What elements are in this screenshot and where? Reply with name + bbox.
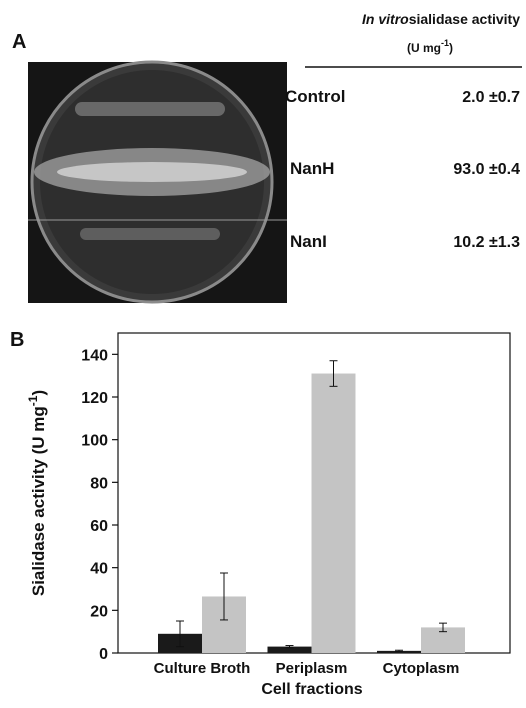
y-axis-title: Sialidase activity (U mg-1) xyxy=(26,390,48,596)
x-tick-label: Culture Broth xyxy=(154,660,251,677)
panel-label: B xyxy=(10,329,24,351)
row-label: NanI xyxy=(290,232,327,251)
panel-label: A xyxy=(12,31,26,53)
unit-end: ) xyxy=(449,41,453,55)
unit-sup: -1 xyxy=(441,38,449,48)
table-unit: (U mg-1) xyxy=(407,38,453,55)
row-value: 10.2 ±1.3 xyxy=(453,234,520,251)
y-label-end: ) xyxy=(29,390,48,396)
y-tick-label: 0 xyxy=(99,646,108,663)
y-tick-label: 100 xyxy=(81,433,108,450)
y-tick-label: 140 xyxy=(81,347,108,364)
x-axis-title: Cell fractions xyxy=(261,681,362,698)
row-value: 93.0 ±0.4 xyxy=(453,161,520,178)
x-tick-label: Cytoplasm xyxy=(383,660,460,677)
y-label: Sialidase activity (U mg xyxy=(29,406,48,596)
row-value: 2.0 ±0.7 xyxy=(462,89,520,106)
figure: A In vitrosialidase activity (U mg-1) Co… xyxy=(0,0,526,703)
y-tick-label: 40 xyxy=(90,561,108,578)
y-tick-label: 80 xyxy=(90,475,108,492)
unit: (U mg xyxy=(407,41,441,55)
y-tick-label: 20 xyxy=(90,603,108,620)
header-text: sialidase activity xyxy=(409,11,521,27)
row-label: Control xyxy=(285,87,345,106)
plot: 0 20 40 60 80 100 120 140 Culture Broth Periplasm… xyxy=(81,347,465,677)
y-tick-label: 120 xyxy=(81,390,108,407)
x-tick-label: Periplasm xyxy=(276,660,348,677)
bar xyxy=(312,374,356,653)
y-tick-label: 60 xyxy=(90,518,108,535)
y-label-sup: -1 xyxy=(26,395,40,406)
row-label: NanH xyxy=(290,159,334,178)
plate-photo xyxy=(28,62,287,303)
table-body: Control 2.0 ±0.7 NanH 93.0 ±0.4 NanI 10.2 ±1.… xyxy=(285,87,520,251)
table-header: In vitrosialidase activity xyxy=(362,11,520,27)
header-italic: In vitro xyxy=(362,11,409,27)
